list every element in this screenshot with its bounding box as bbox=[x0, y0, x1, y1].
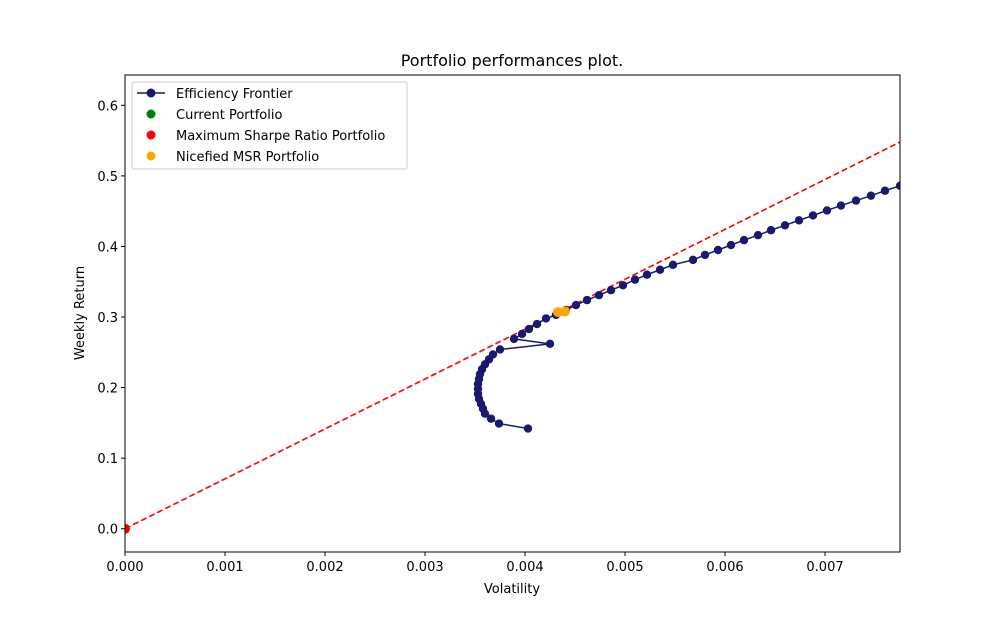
plot-frame bbox=[124, 74, 901, 553]
legend-label-nicefied-msr-portfolio: Nicefied MSR Portfolio bbox=[176, 150, 319, 165]
efficiency-frontier-point bbox=[880, 186, 890, 195]
legend-marker-current-portfolio bbox=[146, 109, 156, 119]
efficiency-frontier-point bbox=[794, 216, 804, 225]
efficiency-frontier-point bbox=[571, 300, 581, 310]
efficiency-frontier-point bbox=[753, 230, 763, 240]
x-tick-label: 0.001 bbox=[206, 560, 243, 575]
efficiency-frontier-point bbox=[851, 196, 861, 205]
efficiency-frontier-point bbox=[655, 265, 665, 274]
efficiency-frontier-point bbox=[822, 206, 832, 215]
efficiency-frontier-point bbox=[517, 329, 527, 339]
efficiency-frontier-point bbox=[836, 201, 846, 210]
y-tick-label: 0.4 bbox=[97, 240, 118, 255]
x-tick-label: 0.004 bbox=[506, 560, 543, 575]
efficiency-frontier-point bbox=[668, 260, 678, 270]
y-axis-label: Weekly Return bbox=[73, 266, 88, 360]
chart-title: Portfolio performances plot. bbox=[401, 51, 624, 70]
efficiency-frontier-point bbox=[780, 221, 790, 230]
efficiency-frontier-point bbox=[630, 275, 640, 284]
legend-marker-maximum-sharpe-ratio-portfolio bbox=[146, 130, 156, 140]
y-tick-label: 0.0 bbox=[97, 523, 118, 538]
efficiency-frontier-point bbox=[642, 270, 652, 279]
efficiency-frontier-point bbox=[726, 240, 736, 250]
x-axis-label: Volatility bbox=[484, 582, 540, 597]
legend-marker-efficiency-frontier bbox=[146, 88, 156, 98]
efficiency-frontier-point bbox=[808, 211, 818, 220]
x-tick-label: 0.006 bbox=[706, 560, 743, 575]
x-tick-label: 0.005 bbox=[606, 560, 643, 575]
efficiency-frontier-point bbox=[532, 319, 542, 329]
legend-label-maximum-sharpe-ratio-portfolio: Maximum Sharpe Ratio Portfolio bbox=[176, 129, 385, 144]
efficiency-frontier-point bbox=[524, 324, 534, 334]
legend-label-current-portfolio: Current Portfolio bbox=[176, 108, 282, 123]
efficiency-frontier-point bbox=[866, 191, 876, 200]
efficiency-frontier-point bbox=[606, 286, 616, 295]
efficiency-frontier-point bbox=[618, 281, 628, 290]
efficiency-frontier-point bbox=[766, 226, 776, 235]
efficiency-frontier-point bbox=[495, 345, 505, 354]
efficiency-frontier-point bbox=[486, 414, 496, 423]
efficiency-frontier-point bbox=[488, 350, 498, 359]
efficiency-frontier-point bbox=[509, 334, 519, 344]
y-tick-label: 0.5 bbox=[97, 170, 118, 185]
efficiency-frontier-point bbox=[895, 181, 900, 190]
efficiency-frontier-point bbox=[582, 295, 592, 305]
efficiency-frontier-point bbox=[541, 314, 551, 323]
efficiency-frontier-point bbox=[700, 250, 710, 260]
x-tick-label: 0.007 bbox=[806, 560, 843, 575]
legend-box bbox=[131, 81, 408, 170]
efficiency-frontier-point bbox=[494, 419, 504, 428]
efficiency-frontier-point bbox=[739, 235, 749, 245]
x-tick-label: 0.002 bbox=[306, 560, 343, 575]
y-tick-label: 0.2 bbox=[97, 382, 118, 397]
nicefied-msr-portfolio-point bbox=[560, 306, 570, 317]
efficiency-frontier-line bbox=[477, 185, 900, 430]
x-tick-label: 0.003 bbox=[406, 560, 443, 575]
maximum-sharpe-ratio-portfolio-point bbox=[125, 523, 130, 534]
x-tick-label: 0.000 bbox=[106, 560, 143, 575]
efficiency-frontier-point bbox=[713, 245, 723, 255]
legend-label-efficiency-frontier: Efficiency Frontier bbox=[176, 87, 293, 102]
legend: Efficiency Frontier Current Portfolio Maxi… bbox=[131, 81, 408, 170]
y-tick-label: 0.1 bbox=[97, 452, 118, 467]
efficiency-frontier-point bbox=[523, 424, 533, 433]
y-tick-label: 0.6 bbox=[97, 99, 118, 114]
efficiency-frontier-point bbox=[594, 290, 604, 300]
legend-marker-nicefied-msr-portfolio bbox=[146, 151, 156, 161]
efficiency-frontier-point bbox=[545, 339, 555, 349]
efficiency-frontier-point bbox=[688, 255, 698, 265]
y-tick-label: 0.3 bbox=[97, 311, 118, 326]
